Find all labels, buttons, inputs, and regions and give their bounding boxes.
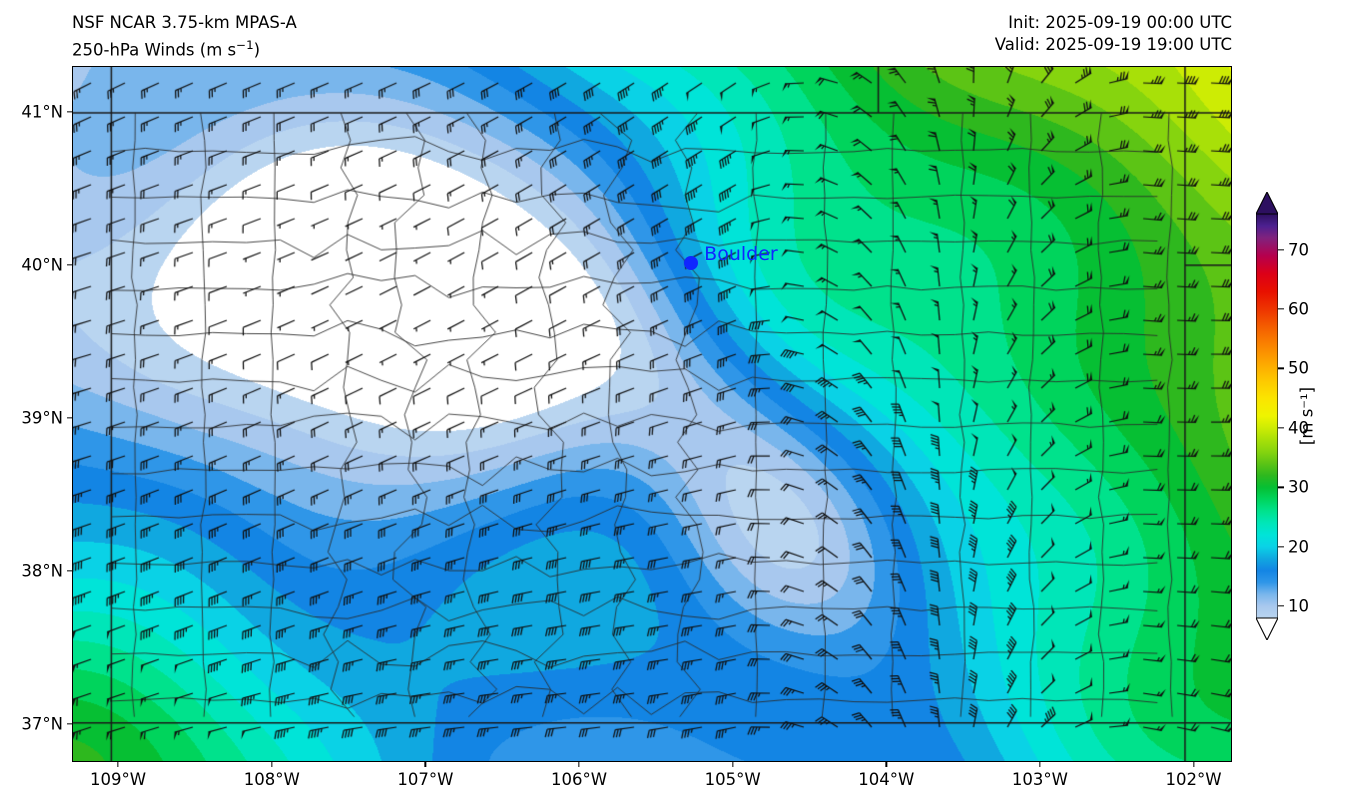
field-title-exponent: −1 [236,38,254,52]
x-tick-label-107°W: 107°W [397,770,454,789]
x-tick-label-102°W: 102°W [1165,770,1222,789]
colorbar-tick-mark [1278,248,1284,251]
x-tick-label-108°W: 108°W [243,770,300,789]
x-tick-mark [1192,762,1195,767]
colorbar-extend-max [1256,192,1278,215]
x-tick-mark [885,762,887,767]
y-tick-mark [67,570,72,572]
x-tick-label-103°W: 103°W [1011,770,1068,789]
init-time: Init: 2025-09-19 00:00 UTC [1008,13,1232,32]
y-tick-label-39°N: 39°N [21,408,63,428]
model-title: NSF NCAR 3.75-km MPAS-A [72,13,297,32]
figure-title-right: Init: 2025-09-19 00:00 UTC Valid: 2025-0… [995,12,1232,56]
colorbar-tick-label-20: 20 [1288,537,1309,557]
colorbar-tick-label-10: 10 [1288,596,1309,616]
y-tick-label-38°N: 38°N [21,561,63,581]
colorbar-extend-min [1256,617,1278,640]
colorbar-tick-mark [1278,427,1284,429]
colorbar-tick-mark [1278,605,1284,607]
city-marker-boulder[interactable] [684,255,699,270]
y-tick-mark [67,417,72,419]
colorbar-tick-label-40: 40 [1288,418,1309,438]
city-label-boulder: Boulder [704,242,778,265]
x-tick-mark [732,762,734,767]
colorbar-tick-mark [1278,367,1284,370]
x-tick-mark [1039,762,1041,767]
colorbar-gradient [1256,192,1278,640]
colorbar-tick-mark [1278,546,1284,548]
x-tick-mark [117,762,119,767]
colorbar[interactable] [1256,192,1278,640]
colorbar-tick-mark [1278,308,1284,310]
field-title-text: 250-hPa Winds (m s [72,40,237,60]
y-tick-label-37°N: 37°N [21,714,63,734]
x-tick-label-109°W: 109°W [90,770,147,789]
colorbar-tick-label-60: 60 [1288,299,1309,319]
y-tick-mark [67,111,72,113]
y-tick-label-40°N: 40°N [21,255,63,275]
field-title: 250-hPa Winds (m s−1) [72,34,297,62]
colorbar-tick-mark [1278,486,1284,488]
x-tick-label-104°W: 104°W [858,770,915,789]
field-title-suffix: ) [253,40,261,60]
x-tick-mark [271,762,273,767]
x-tick-mark [578,762,580,767]
x-tick-mark [424,762,427,767]
wind-barbs-and-borders [73,67,1231,761]
colorbar-tick-label-70: 70 [1288,240,1309,260]
y-tick-mark [67,264,72,266]
x-tick-label-105°W: 105°W [704,770,761,789]
colorbar-tick-label-30: 30 [1288,477,1309,497]
x-tick-label-106°W: 106°W [550,770,608,789]
valid-time: Valid: 2025-09-19 19:00 UTC [994,35,1232,54]
colorbar-unit-label: [m s⁻¹] [1297,386,1317,446]
y-tick-label-41°N: 41°N [21,102,63,122]
y-tick-mark [67,723,72,725]
colorbar-tick-label-50: 50 [1288,358,1309,378]
map-plot-area[interactable] [72,66,1232,762]
figure-title-left: NSF NCAR 3.75-km MPAS-A 250-hPa Winds (m… [72,12,297,62]
